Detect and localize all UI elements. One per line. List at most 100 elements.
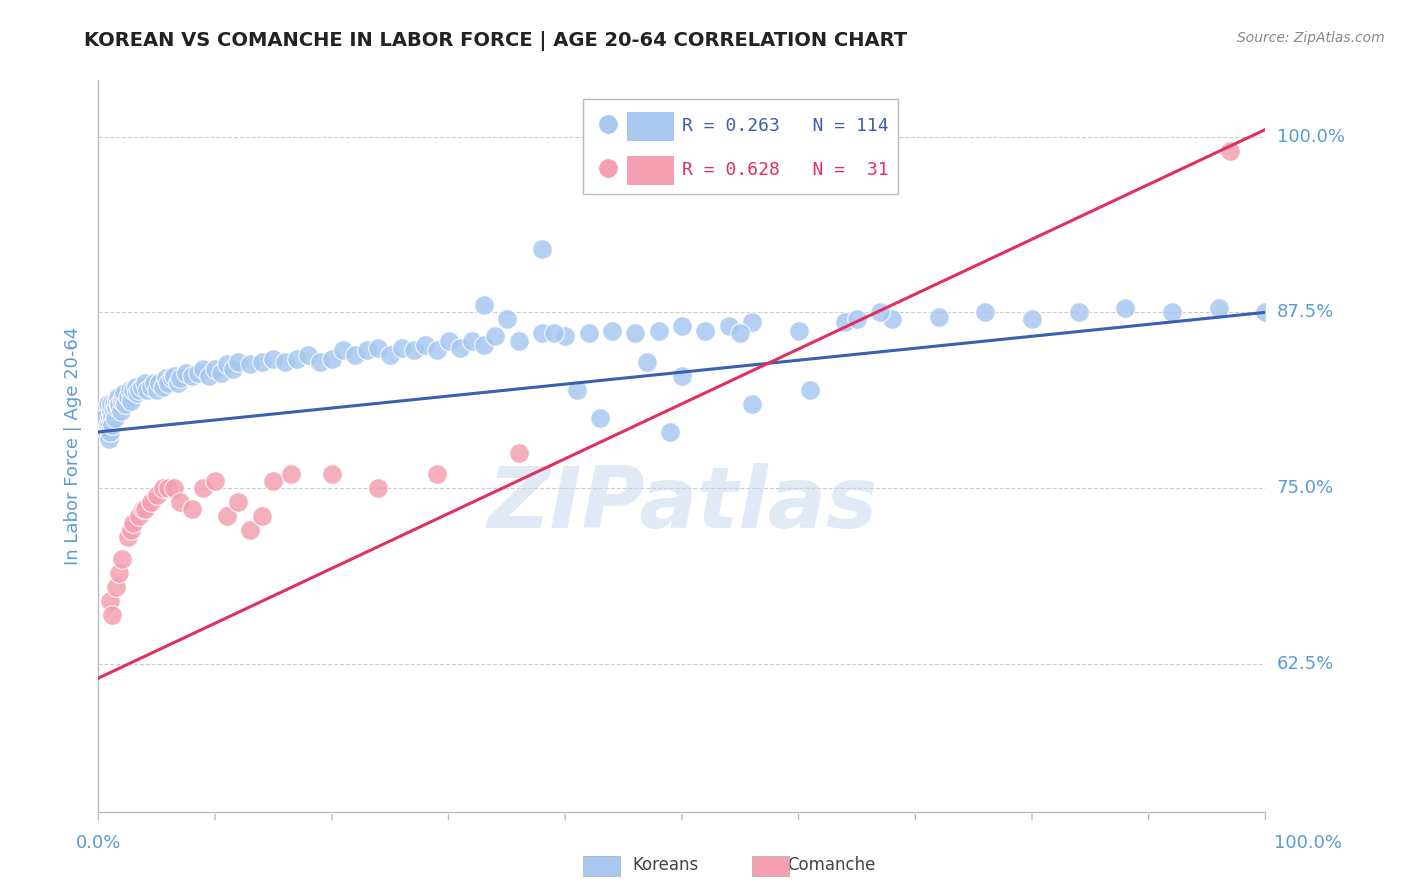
Point — [114, 397, 136, 411]
Point — [741, 397, 763, 411]
Point — [112, 385, 135, 400]
Point — [695, 324, 717, 338]
Point — [134, 502, 156, 516]
Point — [166, 376, 188, 390]
Point — [97, 397, 120, 411]
Point — [204, 361, 226, 376]
Point — [107, 390, 129, 404]
Point — [105, 394, 128, 409]
Point — [391, 341, 413, 355]
Point — [589, 410, 612, 425]
Point — [659, 425, 682, 439]
Point — [120, 524, 142, 538]
Point — [297, 348, 319, 362]
Text: Comanche: Comanche — [787, 856, 876, 874]
Point — [104, 400, 127, 414]
Point — [155, 371, 177, 385]
Point — [111, 390, 134, 404]
Point — [193, 481, 215, 495]
Point — [472, 298, 495, 312]
Point — [146, 488, 169, 502]
Point — [100, 404, 122, 418]
Point — [163, 481, 186, 495]
Point — [97, 417, 120, 432]
Point — [104, 410, 127, 425]
Point — [543, 326, 565, 341]
Point — [228, 354, 250, 368]
Point — [215, 358, 238, 372]
Point — [799, 383, 821, 397]
Text: 62.5%: 62.5% — [1277, 655, 1334, 673]
Point — [250, 509, 273, 524]
Point — [128, 509, 150, 524]
Point — [624, 326, 647, 341]
Point — [741, 315, 763, 329]
Point — [1114, 301, 1136, 315]
Text: 100.0%: 100.0% — [1277, 128, 1344, 145]
Point — [461, 334, 484, 348]
Text: R = 0.263   N = 114: R = 0.263 N = 114 — [682, 118, 889, 136]
Point — [108, 566, 131, 580]
Point — [1021, 312, 1043, 326]
Point — [787, 324, 810, 338]
Text: ZIPatlas: ZIPatlas — [486, 463, 877, 546]
Point — [332, 343, 354, 358]
Point — [174, 366, 197, 380]
Point — [565, 383, 588, 397]
Text: KOREAN VS COMANCHE IN LABOR FORCE | AGE 20-64 CORRELATION CHART: KOREAN VS COMANCHE IN LABOR FORCE | AGE … — [84, 31, 907, 51]
Point — [110, 404, 132, 418]
Point — [125, 385, 148, 400]
Point — [96, 425, 118, 439]
Point — [508, 334, 530, 348]
Point — [671, 368, 693, 383]
Point — [209, 366, 232, 380]
Point — [157, 481, 180, 495]
Point — [262, 474, 284, 488]
Point — [274, 354, 297, 368]
Point — [98, 410, 121, 425]
Point — [120, 394, 142, 409]
Point — [131, 380, 153, 394]
Point — [426, 467, 449, 482]
Point — [152, 380, 174, 394]
Point — [554, 329, 576, 343]
Point — [1067, 305, 1090, 319]
Point — [125, 380, 148, 394]
Point — [148, 376, 170, 390]
Point — [974, 305, 997, 319]
Point — [356, 343, 378, 358]
Point — [139, 380, 162, 394]
Point — [250, 354, 273, 368]
Point — [139, 495, 162, 509]
Point — [101, 417, 124, 432]
Point — [180, 368, 202, 383]
Point — [163, 368, 186, 383]
Point — [122, 383, 145, 397]
Point — [117, 531, 139, 545]
Point — [118, 383, 141, 397]
Point — [169, 495, 191, 509]
Point — [1219, 144, 1241, 158]
Point — [204, 474, 226, 488]
Text: 100.0%: 100.0% — [1274, 834, 1341, 852]
Point — [239, 524, 262, 538]
Point — [134, 376, 156, 390]
Text: Source: ZipAtlas.com: Source: ZipAtlas.com — [1237, 31, 1385, 45]
Point — [730, 326, 752, 341]
Point — [472, 337, 495, 351]
Point — [367, 341, 389, 355]
Point — [285, 351, 308, 366]
Point — [198, 368, 221, 383]
Point — [97, 432, 120, 446]
Point — [1254, 305, 1277, 319]
Point — [367, 481, 389, 495]
Point — [187, 366, 209, 380]
Y-axis label: In Labor Force | Age 20-64: In Labor Force | Age 20-64 — [63, 326, 82, 566]
Point — [93, 410, 115, 425]
Point — [152, 481, 174, 495]
Point — [103, 397, 125, 411]
Point — [239, 358, 262, 372]
Point — [169, 371, 191, 385]
Point — [104, 580, 127, 594]
Point — [869, 305, 891, 319]
